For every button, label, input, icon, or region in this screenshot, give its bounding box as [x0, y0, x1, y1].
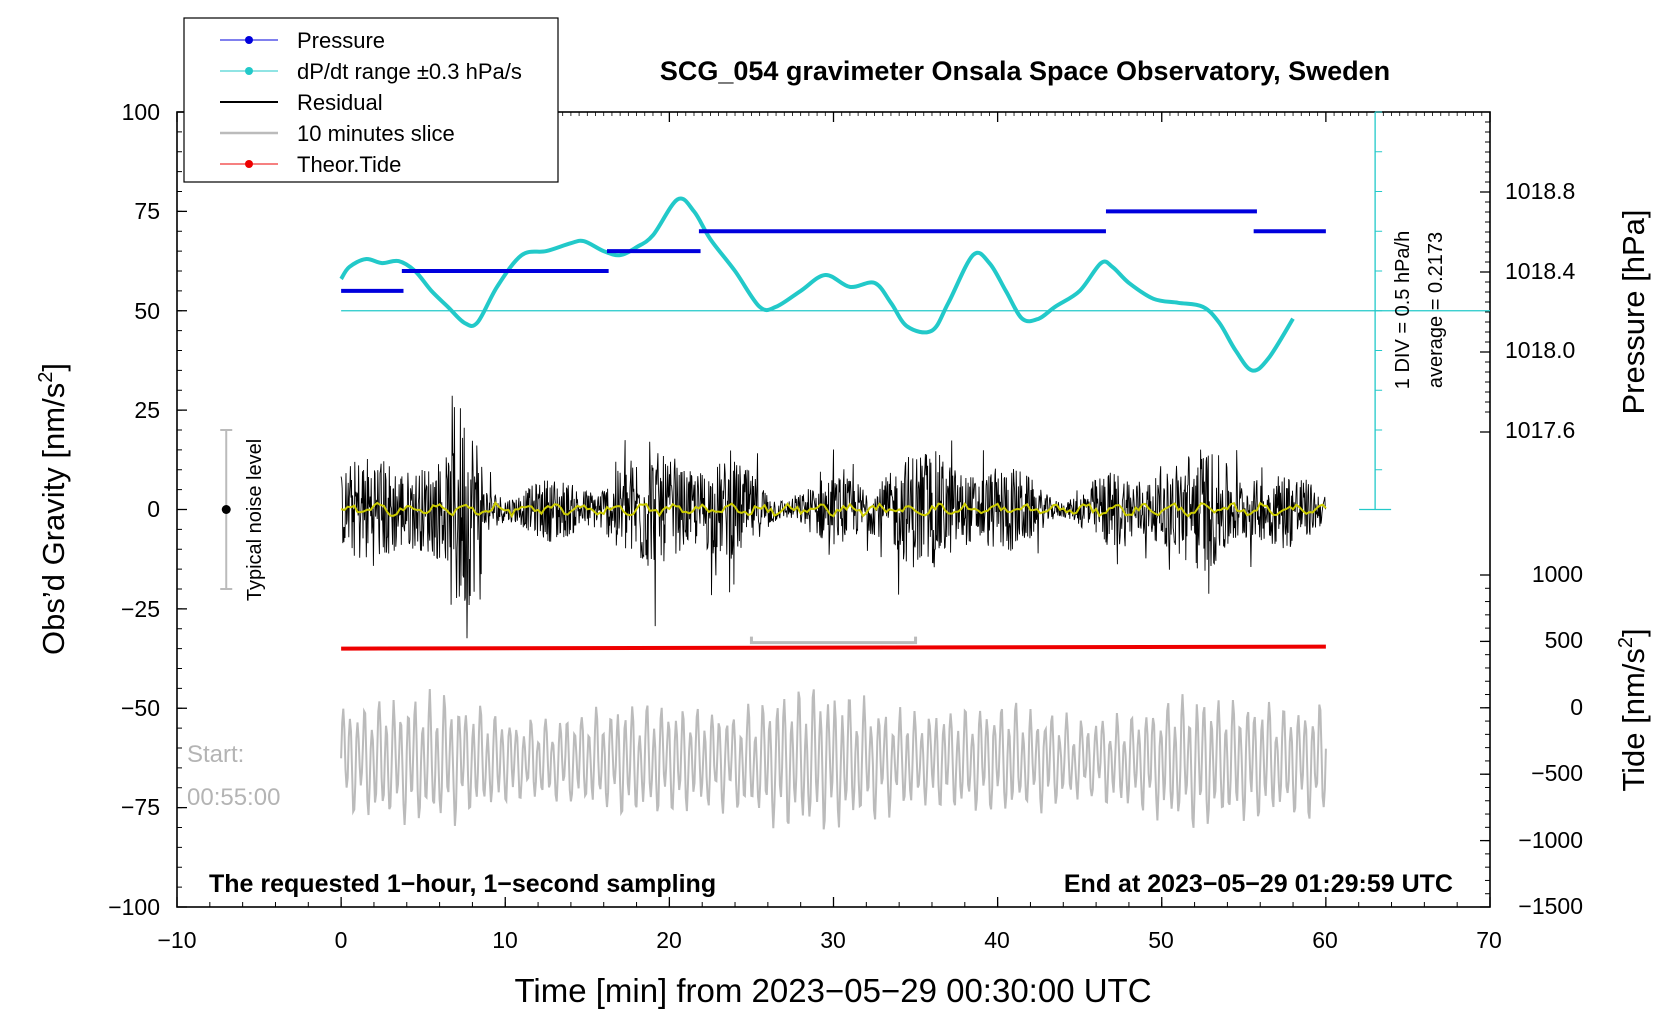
x-tick-labels: −10 0 10 20 30 40 50 60 70 [157, 927, 1501, 953]
tide-tick-label: 500 [1545, 627, 1583, 653]
legend-label-slice: 10 minutes slice [297, 121, 455, 146]
x-tick-label: 10 [492, 927, 518, 953]
legend-marker-dpdt [245, 67, 253, 75]
slice-series [340, 636, 1327, 830]
y-axis-label-tide-end: ] [1616, 628, 1651, 637]
y-left-tick-label: 0 [147, 496, 160, 522]
noise-level-label: Typical noise level [244, 439, 266, 601]
x-tick-label: 30 [820, 927, 846, 953]
start-time: 00:55:00 [187, 784, 280, 811]
scale-average-label: average = 0.2173 [1425, 232, 1447, 388]
tide-tick-label: −1000 [1518, 827, 1583, 853]
legend: Pressure dP/dt range ±0.3 hPa/s Residual… [183, 17, 559, 183]
slice-line [340, 688, 1327, 830]
y-axis-label-tide-sup: 2 [1615, 637, 1637, 648]
residual-mean-line [340, 500, 1327, 519]
dpdt-line [339, 196, 1295, 373]
x-tick-label: 70 [1476, 927, 1502, 953]
y-left-tick-label: 50 [134, 298, 160, 324]
bottom-left-note: The requested 1−hour, 1−second sampling [209, 870, 716, 898]
x-tick-label: 60 [1312, 927, 1338, 953]
x-tick-label: 0 [335, 927, 348, 953]
y-axis-label-left: Obs’d Gravity [nm/s2] [35, 363, 71, 655]
tide-series [341, 644, 1326, 651]
scale-div-label: 1 DIV = 0.5 hPa/h [1392, 231, 1414, 389]
pressure-tick-label: 1018.8 [1505, 178, 1575, 204]
y-left-tick-label: 100 [122, 99, 160, 125]
x-axis-label: Time [min] from 2023−05−29 00:30:00 UTC [514, 972, 1151, 1009]
y-axis-label-left-text: Obs’d Gravity [nm/s [36, 383, 71, 655]
dpdt-series [339, 196, 1490, 373]
tide-line [341, 644, 1326, 651]
residual-line [340, 395, 1327, 639]
y-axis-label-tide: Tide [nm/s2] [1615, 628, 1651, 791]
tide-tick-label: −500 [1531, 760, 1583, 786]
legend-label-residual: Residual [297, 90, 383, 115]
chart-title: SCG_054 gravimeter Onsala Space Observat… [660, 56, 1390, 86]
noise-bar-center-dot [221, 505, 231, 514]
legend-marker-pressure [245, 36, 253, 44]
y-axis-label-left-sup: 2 [35, 372, 57, 383]
residual-series [340, 395, 1327, 639]
y-left-tick-labels: 100 75 50 25 0 −25 −50 −75 −100 [108, 99, 160, 920]
legend-box [183, 17, 559, 183]
legend-label-tide: Theor.Tide [297, 152, 401, 177]
y-pressure-tick-labels: 1018.8 1018.4 1018.0 1017.6 [1505, 178, 1576, 443]
y-left-tick-label: 25 [134, 397, 160, 423]
slice-bracket [749, 636, 918, 645]
bottom-right-note: End at 2023−05−29 01:29:59 UTC [1064, 870, 1453, 898]
tide-tick-label: −1500 [1518, 893, 1583, 919]
legend-marker-tide [245, 160, 253, 168]
x-tick-label: 20 [656, 927, 682, 953]
x-tick-label: −10 [157, 927, 196, 953]
y-axis-label-pressure: Pressure [hPa] [1616, 209, 1651, 414]
y-left-tick-label: −25 [121, 596, 160, 622]
tide-tick-label: 1000 [1532, 561, 1583, 587]
pressure-tick-label: 1018.4 [1505, 258, 1576, 284]
pressure-tick-label: 1018.0 [1505, 337, 1575, 363]
y-left-tick-label: 75 [134, 198, 160, 224]
pressure-tick-label: 1017.6 [1505, 417, 1575, 443]
y-left-tick-label: −100 [108, 894, 160, 920]
y-tide-tick-labels: 1000 500 0 −500 −1000 −1500 [1518, 561, 1583, 919]
y-left-tick-label: −50 [121, 695, 160, 721]
y-axis-label-left-end: ] [36, 363, 71, 372]
noise-bar [220, 429, 233, 590]
y-left-tick-label: −75 [121, 794, 160, 820]
y-axis-label-tide-text: Tide [nm/s [1616, 648, 1651, 792]
tide-tick-label: 0 [1570, 694, 1583, 720]
start-label: Start: [187, 741, 244, 768]
axis-ticks [176, 111, 1491, 908]
x-tick-label: 50 [1148, 927, 1174, 953]
x-tick-label: 40 [984, 927, 1010, 953]
legend-label-pressure: Pressure [297, 28, 385, 53]
dpdt-scale [1359, 111, 1392, 511]
legend-label-dpdt: dP/dt range ±0.3 hPa/s [297, 59, 522, 84]
pressure-series [341, 209, 1326, 293]
